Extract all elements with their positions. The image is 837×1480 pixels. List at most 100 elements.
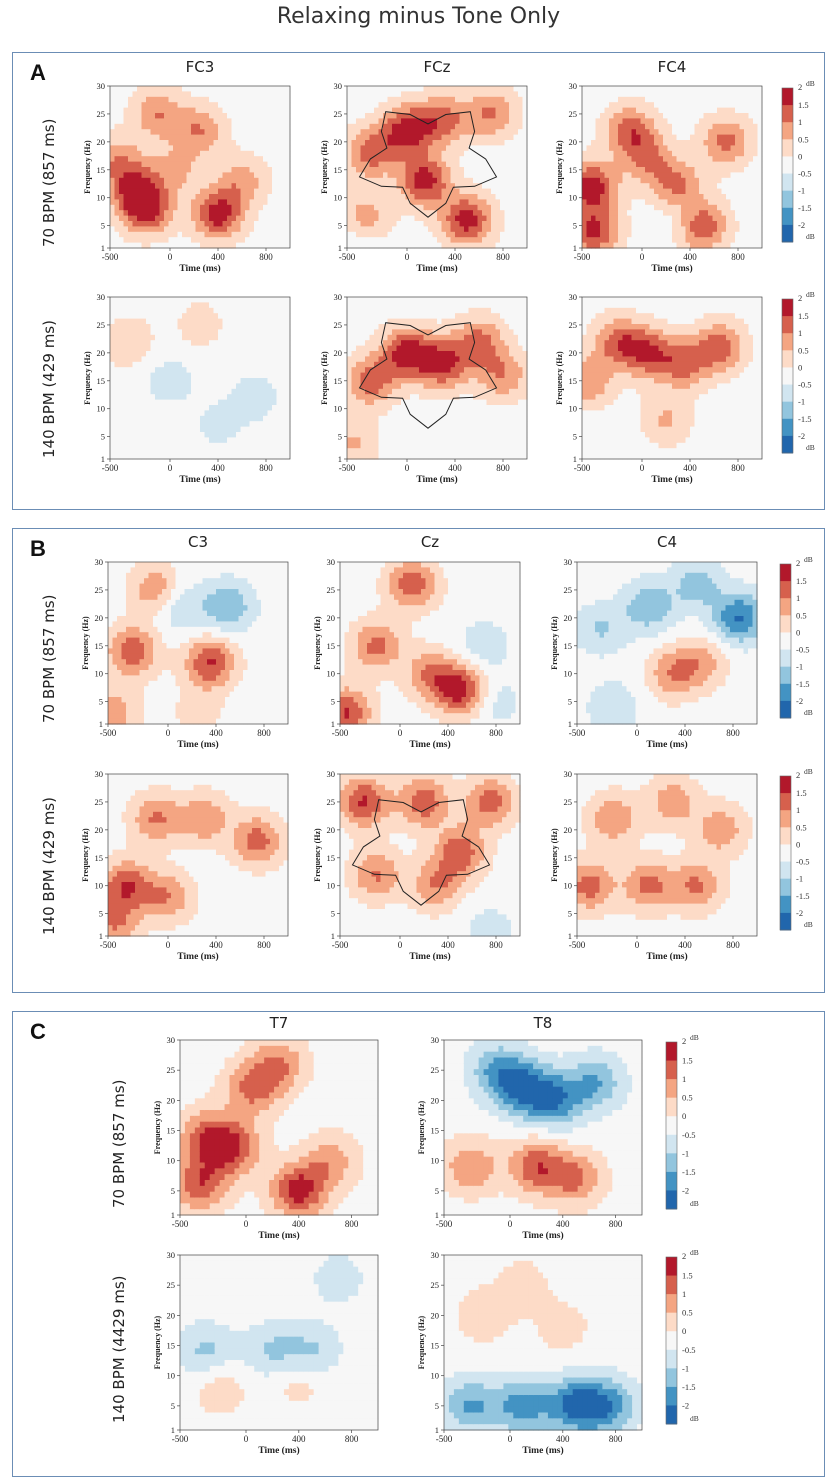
heatmap-cell bbox=[694, 221, 700, 227]
heatmap-cell bbox=[213, 210, 219, 217]
heatmap-cell bbox=[649, 226, 655, 233]
heatmap-cell bbox=[613, 231, 619, 238]
heatmap-cell bbox=[222, 367, 228, 374]
heatmap-cell bbox=[218, 415, 224, 422]
heatmap-cell bbox=[495, 91, 501, 98]
heatmap-cell bbox=[173, 367, 179, 374]
heatmap-cell bbox=[254, 345, 260, 352]
heatmap-cell bbox=[137, 156, 143, 163]
heatmap-cell bbox=[249, 313, 255, 320]
heatmap-cell bbox=[636, 237, 642, 244]
heatmap-cell bbox=[218, 340, 224, 347]
heatmap-cell bbox=[446, 86, 452, 92]
heatmap-cell bbox=[699, 237, 705, 244]
heatmap-cell bbox=[254, 183, 260, 190]
heatmap-cell bbox=[240, 388, 246, 395]
heatmap-cell bbox=[249, 86, 255, 92]
heatmap-cell bbox=[119, 367, 125, 374]
heatmap-cell bbox=[204, 345, 210, 352]
heatmap-cell bbox=[591, 167, 597, 173]
heatmap-cell bbox=[604, 102, 610, 109]
heatmap-cell bbox=[582, 221, 588, 227]
heatmap-cell bbox=[186, 129, 192, 136]
heatmap-cell bbox=[267, 340, 273, 347]
heatmap-cell bbox=[191, 405, 197, 411]
heatmap-cell bbox=[267, 307, 273, 314]
heatmap-cell bbox=[258, 448, 264, 455]
heatmap-cell bbox=[640, 156, 646, 163]
heatmap-cell bbox=[667, 145, 673, 152]
heatmap-cell bbox=[168, 231, 174, 238]
heatmap-cell bbox=[401, 91, 407, 98]
heatmap-cell bbox=[195, 140, 201, 146]
heatmap-cell bbox=[150, 432, 156, 438]
heatmap-cell bbox=[374, 221, 380, 227]
heatmap-cell bbox=[631, 199, 637, 206]
heatmap-cell bbox=[378, 107, 384, 114]
heatmap-cell bbox=[213, 150, 219, 157]
heatmap-cell bbox=[672, 156, 678, 163]
heatmap-cell bbox=[468, 221, 474, 227]
heatmap-cell bbox=[582, 231, 588, 238]
heatmap-cell bbox=[636, 167, 642, 173]
heatmap-cell bbox=[258, 226, 264, 233]
heatmap-cell bbox=[495, 199, 501, 206]
heatmap-cell bbox=[441, 91, 447, 98]
heatmap-cell bbox=[717, 156, 723, 163]
heatmap-cell bbox=[155, 361, 161, 368]
heatmap-cell bbox=[267, 313, 273, 320]
heatmap-cell bbox=[231, 177, 237, 184]
heatmap-cell bbox=[195, 415, 201, 422]
y-tick-label: 5 bbox=[338, 221, 342, 231]
heatmap-cell bbox=[137, 356, 143, 363]
heatmap-cell bbox=[618, 118, 624, 125]
heatmap-cell bbox=[204, 399, 210, 406]
heatmap-cell bbox=[613, 129, 619, 136]
heatmap-cell bbox=[681, 194, 687, 200]
heatmap-cell bbox=[267, 351, 273, 357]
heatmap-cell bbox=[186, 161, 192, 168]
colorbar-swatch bbox=[782, 105, 793, 123]
heatmap-cell bbox=[604, 167, 610, 173]
heatmap-cell bbox=[604, 129, 610, 136]
heatmap-cell bbox=[159, 356, 165, 363]
heatmap-cell bbox=[281, 145, 287, 152]
heatmap-cell bbox=[123, 318, 129, 325]
heatmap-cell bbox=[428, 237, 434, 244]
heatmap-cell bbox=[231, 307, 237, 314]
heatmap-cell bbox=[200, 86, 206, 92]
heatmap-cell bbox=[173, 302, 179, 309]
colorbar-swatch bbox=[782, 401, 793, 420]
heatmap-cell bbox=[263, 107, 269, 114]
heatmap-cell bbox=[209, 361, 215, 368]
heatmap-cell bbox=[726, 231, 732, 238]
heatmap-cell bbox=[182, 388, 188, 395]
heatmap-cell bbox=[509, 123, 515, 130]
heatmap-cell bbox=[222, 118, 228, 125]
heatmap-cell bbox=[258, 129, 264, 136]
heatmap-cell bbox=[500, 107, 506, 114]
colorbar-tick-label: 0.5 bbox=[682, 1308, 693, 1318]
heatmap-cell bbox=[195, 199, 201, 206]
heatmap-cell bbox=[432, 129, 438, 136]
colorbar-tick-label: -1.5 bbox=[682, 1382, 695, 1392]
heatmap-cell bbox=[744, 145, 750, 152]
heatmap-cell bbox=[685, 221, 691, 227]
heatmap-cell bbox=[640, 86, 646, 92]
heatmap-cell bbox=[191, 367, 197, 374]
heatmap-cell bbox=[254, 432, 260, 438]
heatmap-cell bbox=[155, 448, 161, 455]
heatmap-cell bbox=[464, 226, 470, 233]
heatmap-cell bbox=[191, 188, 197, 195]
heatmap-cell bbox=[222, 96, 228, 103]
heatmap-cell bbox=[146, 215, 152, 222]
heatmap-cell bbox=[378, 129, 384, 136]
heatmap-cell bbox=[191, 307, 197, 314]
heatmap-cell bbox=[365, 221, 371, 227]
heatmap-cell bbox=[522, 156, 528, 163]
heatmap-cell bbox=[150, 102, 156, 109]
colorbar-swatch bbox=[782, 122, 793, 140]
heatmap-cell bbox=[622, 145, 628, 152]
heatmap-cell bbox=[155, 107, 161, 114]
heatmap-cell bbox=[114, 107, 120, 114]
